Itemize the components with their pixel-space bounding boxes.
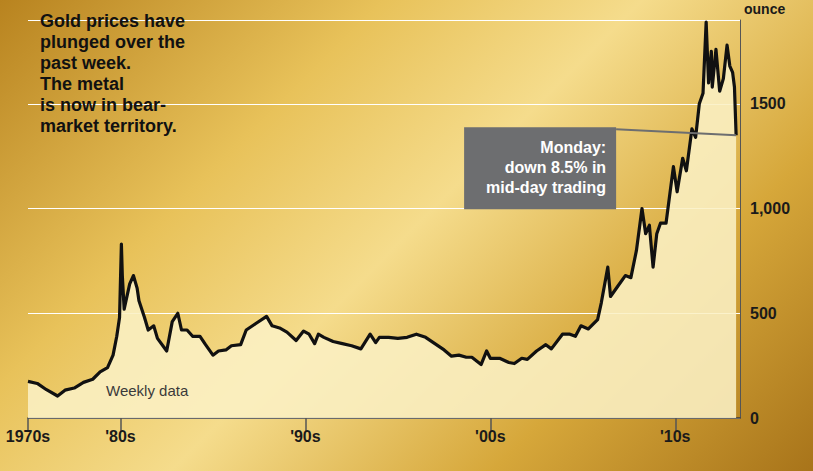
- svg-text:down 8.5% in: down 8.5% in: [505, 159, 606, 176]
- svg-text:0: 0: [750, 410, 759, 427]
- svg-text:mid-day trading: mid-day trading: [486, 179, 606, 196]
- svg-text:Weekly data: Weekly data: [106, 382, 189, 399]
- svg-text:'10s: '10s: [660, 428, 691, 445]
- svg-text:is now in bear-: is now in bear-: [40, 95, 166, 115]
- svg-text:plunged over the: plunged over the: [40, 32, 185, 52]
- svg-text:market territory.: market territory.: [40, 116, 177, 136]
- svg-text:1970s: 1970s: [6, 428, 51, 445]
- svg-text:past week.: past week.: [40, 53, 131, 73]
- svg-text:'90s: '90s: [290, 428, 321, 445]
- svg-text:'80s: '80s: [105, 428, 136, 445]
- svg-text:1,000: 1,000: [750, 200, 790, 217]
- svg-text:ounce: ounce: [744, 1, 785, 17]
- svg-text:1500: 1500: [750, 95, 786, 112]
- svg-text:'00s: '00s: [475, 428, 506, 445]
- svg-text:Gold prices have: Gold prices have: [40, 11, 185, 31]
- svg-text:The metal: The metal: [40, 74, 124, 94]
- svg-text:500: 500: [750, 305, 777, 322]
- svg-text:Monday:: Monday:: [540, 139, 606, 156]
